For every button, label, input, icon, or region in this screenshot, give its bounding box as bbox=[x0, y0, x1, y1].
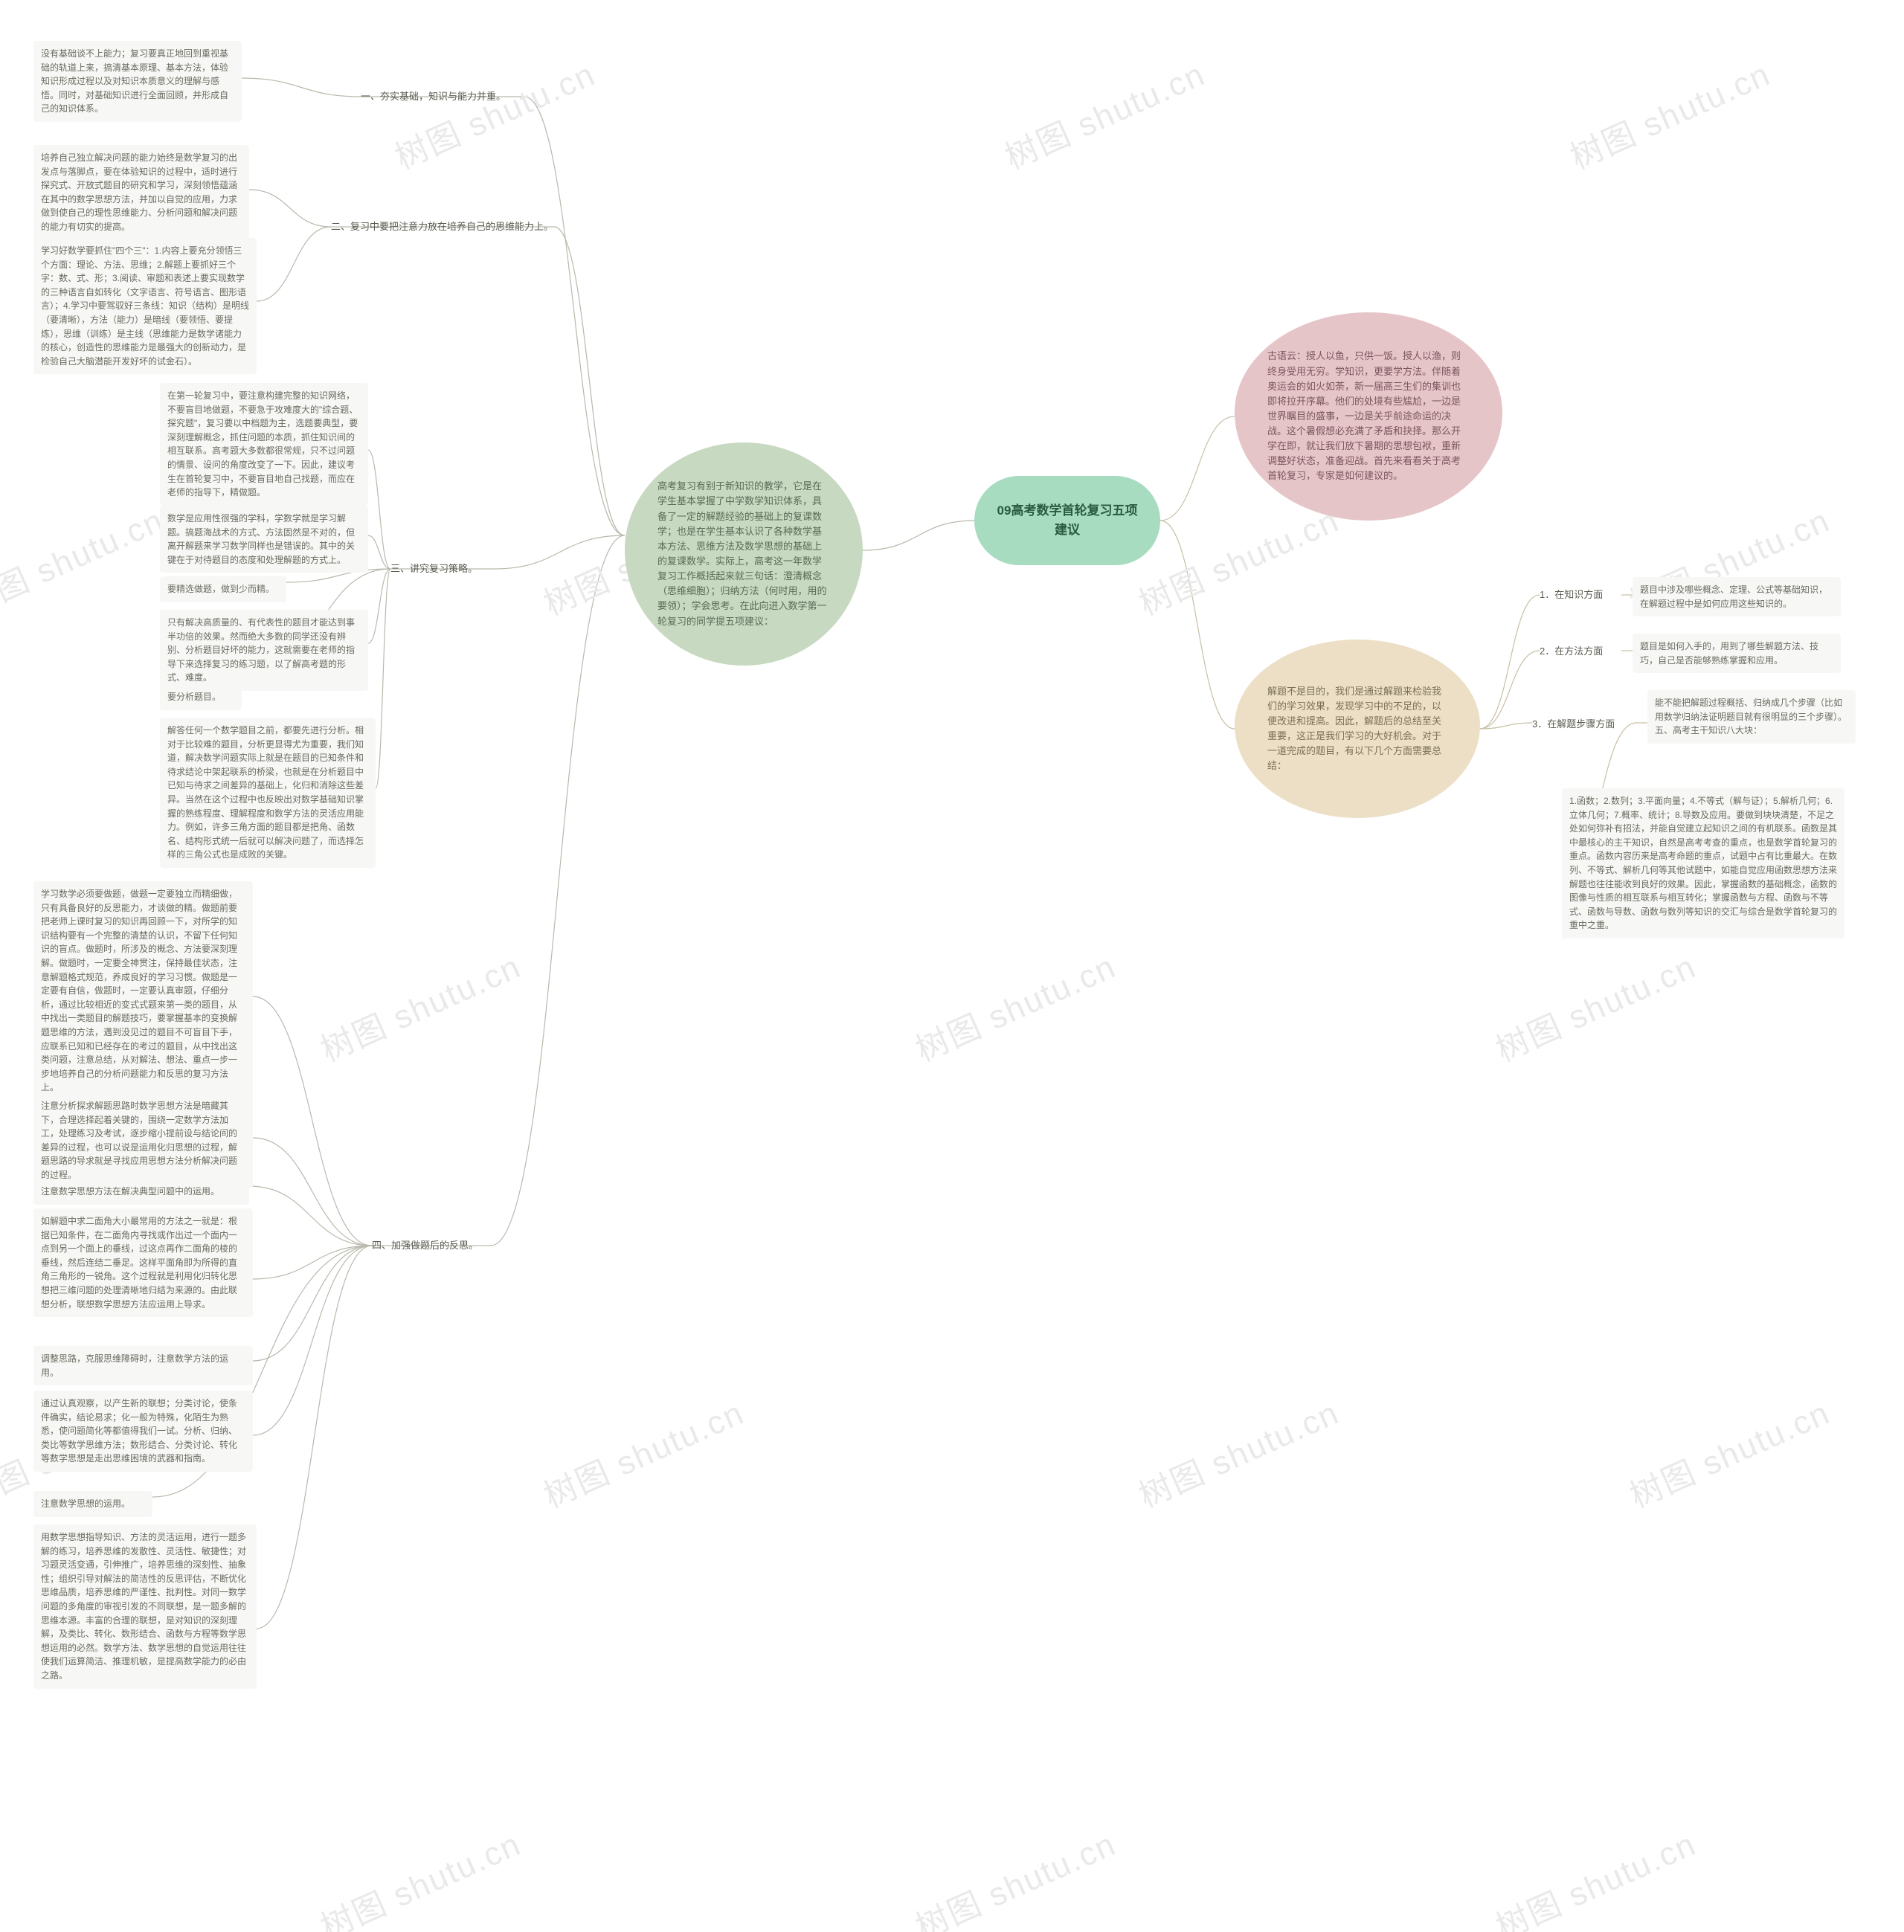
branch-label: 三、讲究复习策略。 bbox=[390, 561, 495, 576]
tan-text: 解题不是目的，我们是通过解题来检验我们的学习效果，发现学习中的不足的，以便改进和… bbox=[1267, 684, 1447, 774]
branch-leaf: 学习好数学要抓住"四个三"：1.内容上要充分领悟三个方面：理论、方法、思维；2.… bbox=[33, 238, 257, 374]
watermark: 树图 shutu.cn bbox=[1130, 1386, 1345, 1517]
right-item-label: 2．在方法方面 bbox=[1540, 644, 1621, 659]
watermark: 树图 shutu.cn bbox=[907, 940, 1122, 1071]
watermark: 树图 shutu.cn bbox=[1487, 1817, 1702, 1932]
branch-leaf: 注意数学思想的运用。 bbox=[33, 1491, 152, 1517]
watermark: 树图 shutu.cn bbox=[1130, 494, 1345, 625]
intro-bubble: 高考复习有别于新知识的教学，它是在学生基本掌握了中学数学知识体系，具备了一定的解… bbox=[625, 442, 863, 666]
intro-text: 高考复习有别于新知识的教学，它是在学生基本掌握了中学数学知识体系，具备了一定的解… bbox=[657, 479, 830, 628]
watermark: 树图 shutu.cn bbox=[1561, 48, 1777, 178]
branch-leaf: 用数学思想指导知识、方法的灵活运用，进行一题多解的练习，培养思维的发散性、灵活性… bbox=[33, 1524, 257, 1689]
branch-leaf: 要分析题目。 bbox=[160, 684, 242, 710]
watermark: 树图 shutu.cn bbox=[312, 1817, 527, 1932]
branch-leaf: 注意分析探求解题思路时数学思想方法是暗藏其下，合理选择起着关键的，围绕一定数学方… bbox=[33, 1093, 253, 1188]
right-big-leaf: 1.函数；2.数列；3.平面向量；4.不等式（解与证）；5.解析几何；6.立体几… bbox=[1562, 788, 1844, 938]
branch-leaf: 没有基础谈不上能力；复习要真正地回到重视基础的轨道上来，搞清基本原理、基本方法，… bbox=[33, 41, 242, 122]
watermark: 树图 shutu.cn bbox=[386, 48, 602, 178]
branch-leaf: 如解题中求二面角大小最常用的方法之一就是：根据已知条件，在二面角内寻找或作出过一… bbox=[33, 1208, 253, 1317]
branch-leaf: 在第一轮复习中，要注意构建完整的知识网络，不要盲目地做题，不要急于攻难度大的"综… bbox=[160, 383, 368, 506]
branch-leaf: 解答任何一个数学题目之前，都要先进行分析。相对于比较难的题目，分析更显得尤为重要… bbox=[160, 718, 376, 868]
watermark: 树图 shutu.cn bbox=[907, 1817, 1122, 1932]
branch-leaf: 调整思路，克服思维障碍时，注意数学方法的运用。 bbox=[33, 1346, 253, 1385]
branch-leaf: 要精选做题，做到少而精。 bbox=[160, 576, 286, 602]
watermark: 树图 shutu.cn bbox=[1487, 940, 1702, 1071]
watermark: 树图 shutu.cn bbox=[535, 1386, 750, 1517]
pink-text: 古语云：授人以鱼，只供一饭。授人以渔，则终身受用无穷。学知识，更要学方法。伴随着… bbox=[1267, 349, 1470, 483]
pink-bubble: 古语云：授人以鱼，只供一饭。授人以渔，则终身受用无穷。学知识，更要学方法。伴随着… bbox=[1235, 312, 1502, 521]
branch-leaf: 只有解决高质量的、有代表性的题目才能达到事半功倍的效果。然而绝大多数的同学还没有… bbox=[160, 610, 368, 691]
center-title: 09高考数学首轮复习五项建议 bbox=[997, 501, 1138, 541]
branch-label: 四、加强做题后的反思。 bbox=[372, 1238, 491, 1253]
center-node: 09高考数学首轮复习五项建议 bbox=[974, 476, 1160, 565]
right-item-leaf: 题目中涉及哪些概念、定理、公式等基础知识，在解题过程中是如何应用这些知识的。 bbox=[1633, 577, 1841, 616]
right-item-leaf: 能不能把解题过程概括、归纳成几个步骤（比如用数学归纳法证明题目就有很明显的三个步… bbox=[1647, 690, 1856, 744]
right-item-label: 1．在知识方面 bbox=[1540, 587, 1621, 602]
branch-leaf: 数学是应用性很强的学科，学数学就是学习解题。搞题海战术的方式、方法固然是不对的，… bbox=[160, 506, 368, 573]
watermark: 树图 shutu.cn bbox=[0, 494, 170, 625]
branch-label: 一、夯实基础，知识与能力并重。 bbox=[361, 89, 524, 104]
watermark: 树图 shutu.cn bbox=[312, 940, 527, 1071]
right-item-leaf: 题目是如何入手的，用到了哪些解题方法、技巧，自己是否能够熟练掌握和应用。 bbox=[1633, 634, 1841, 673]
watermark: 树图 shutu.cn bbox=[996, 48, 1212, 178]
branch-leaf: 注意数学思想方法在解决典型问题中的运用。 bbox=[33, 1179, 249, 1205]
tan-bubble: 解题不是目的，我们是通过解题来检验我们的学习效果，发现学习中的不足的，以便改进和… bbox=[1235, 640, 1480, 818]
branch-leaf: 通过认真观察，以产生新的联想；分类讨论，使条件确实，结论易求；化一般为特殊，化陌… bbox=[33, 1391, 253, 1472]
watermark: 树图 shutu.cn bbox=[1621, 1386, 1836, 1517]
branch-label: 二、复习中要把注意力放在培养自己的思维能力上。 bbox=[331, 219, 554, 234]
branch-leaf: 学习数学必须要做题，做题一定要独立而精细做，只有具备良好的反思能力，才谈做的精。… bbox=[33, 881, 253, 1101]
branch-leaf: 培养自己独立解决问题的能力始终是数学复习的出发点与落脚点，要在体验知识的过程中，… bbox=[33, 145, 249, 240]
right-item-label: 3．在解题步骤方面 bbox=[1532, 717, 1636, 732]
